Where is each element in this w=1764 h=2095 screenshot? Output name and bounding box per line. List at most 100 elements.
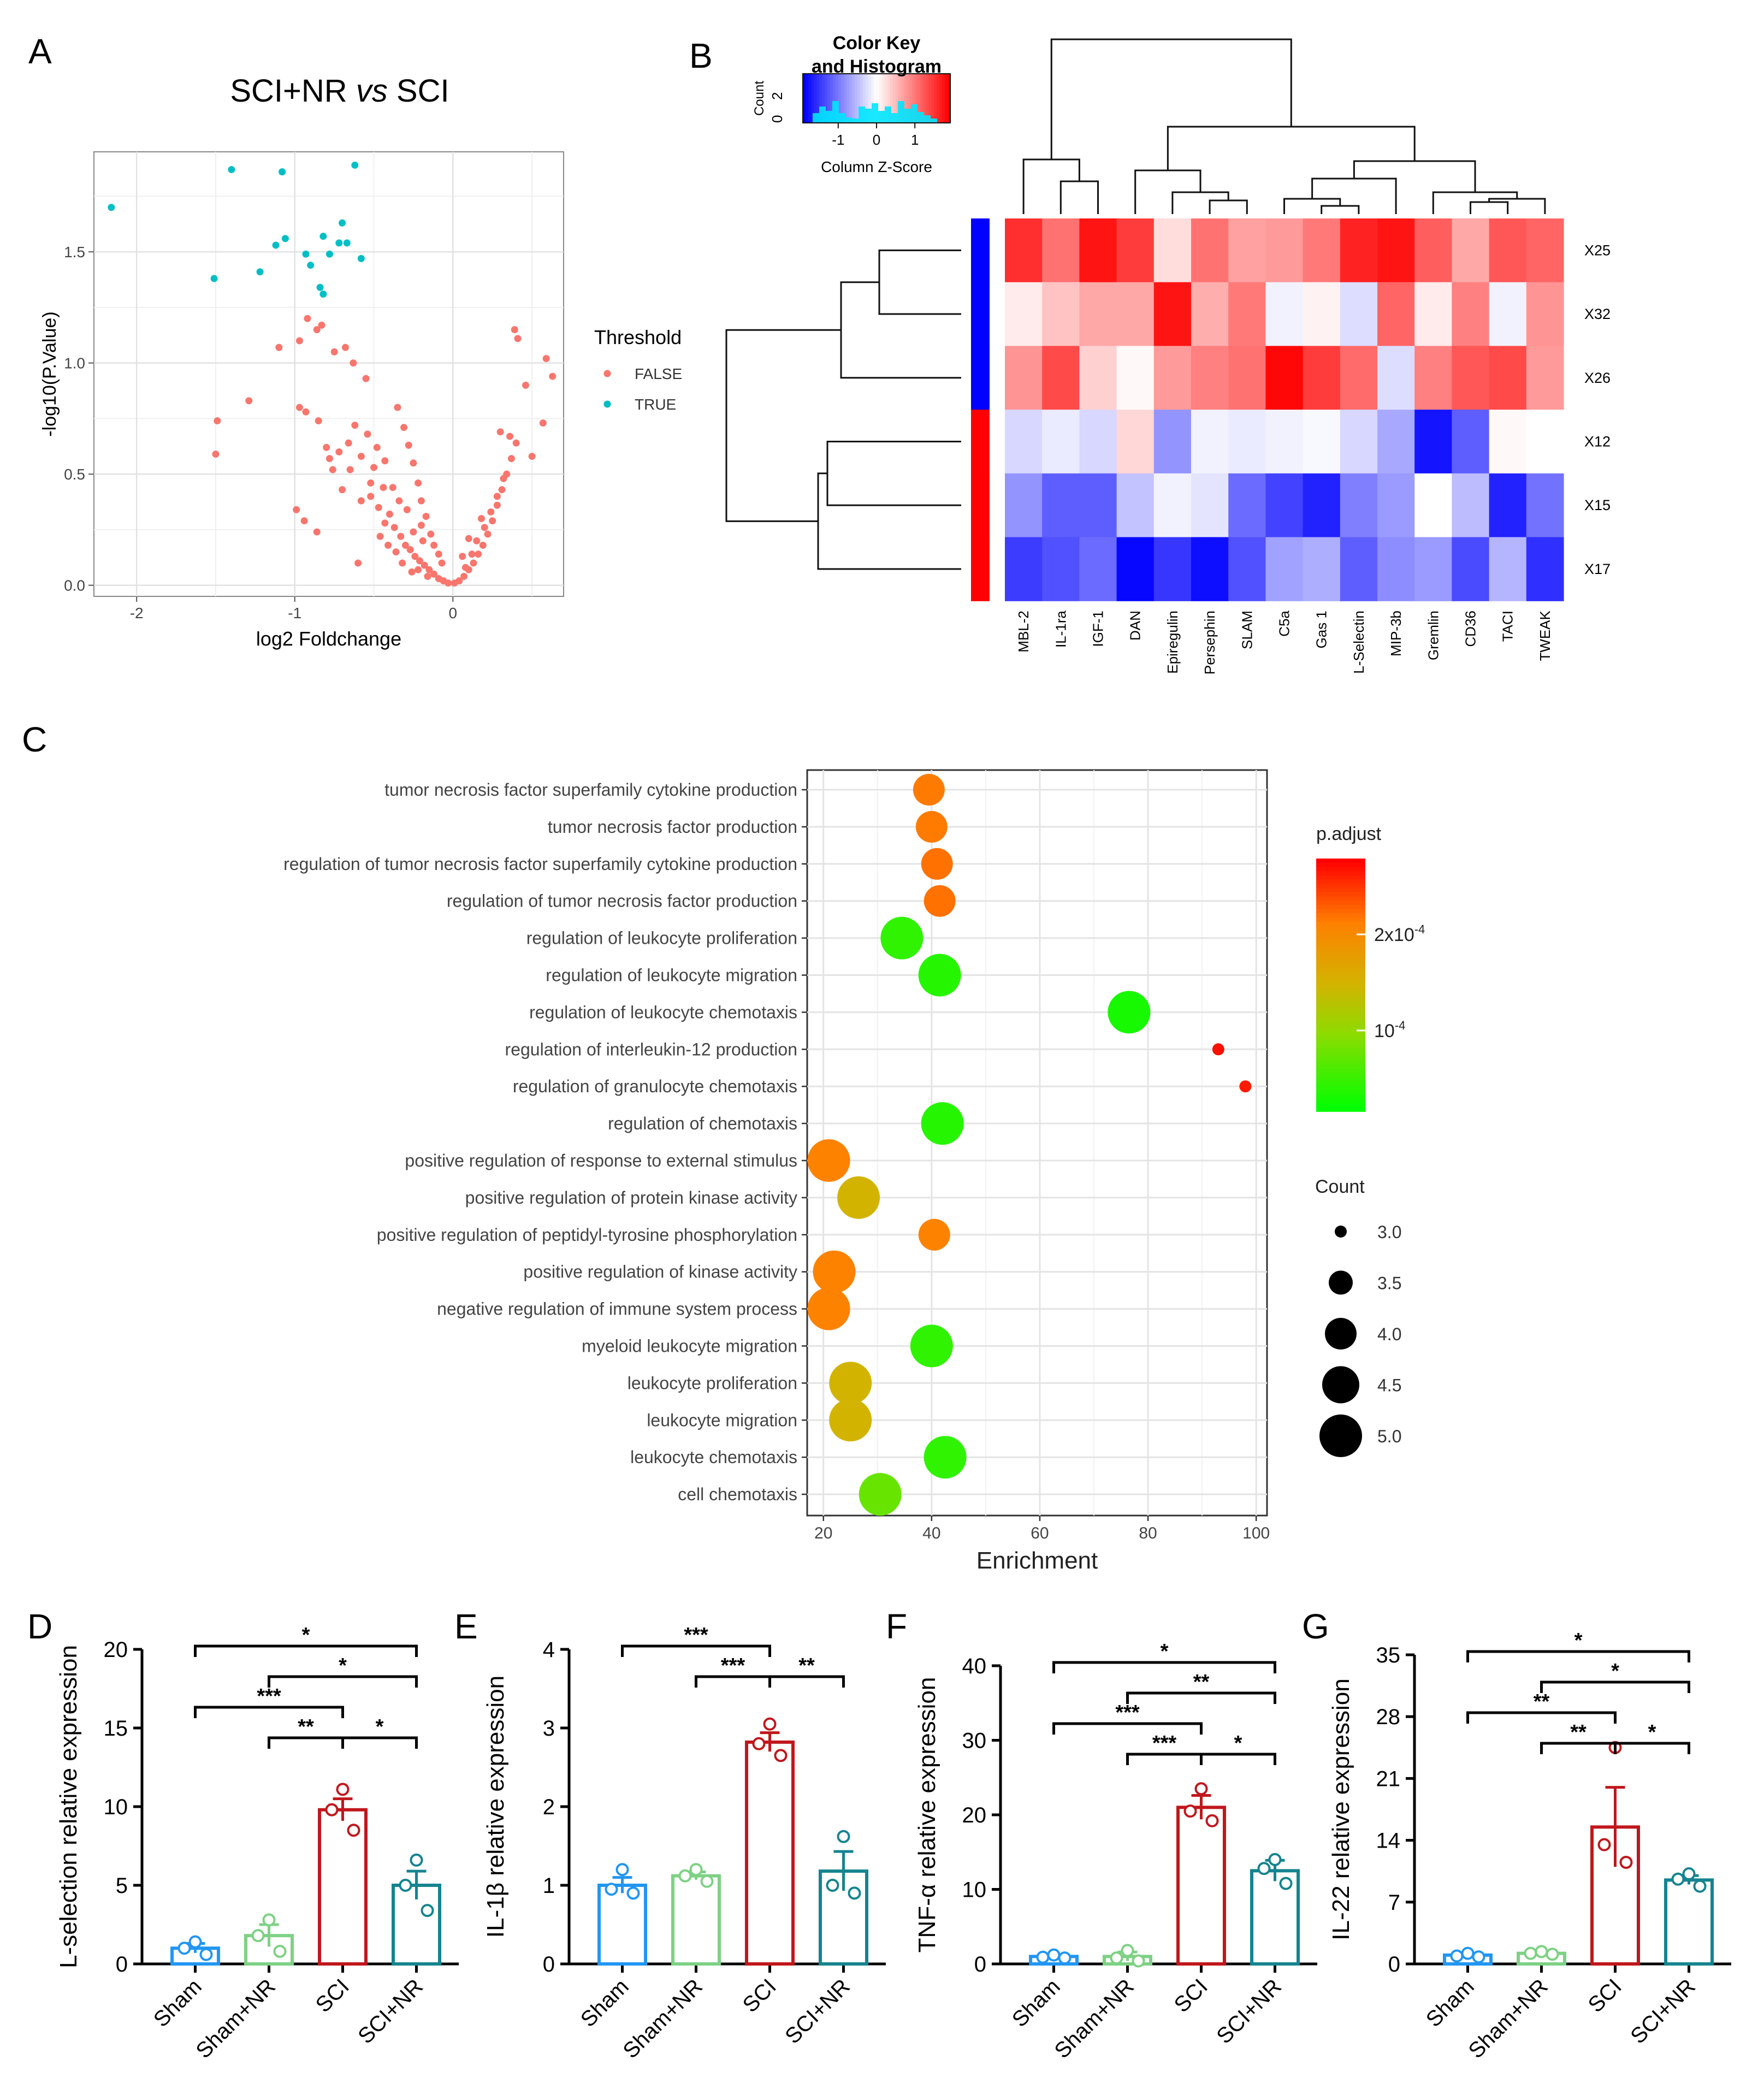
key-gradient-cell bbox=[945, 74, 948, 123]
heatmap-cell bbox=[1005, 218, 1043, 283]
data-point bbox=[678, 1869, 692, 1883]
term-label: tumor necrosis factor production bbox=[548, 817, 797, 837]
y-tick-label: 21 bbox=[1376, 1767, 1401, 1791]
false-point bbox=[346, 466, 354, 474]
key-gradient-cell bbox=[907, 74, 910, 123]
heatmap-cell bbox=[1303, 282, 1341, 346]
heatmap-cell bbox=[1116, 282, 1155, 346]
heatmap-cell bbox=[1116, 218, 1155, 283]
heatmap-cell bbox=[1153, 282, 1192, 346]
data-point bbox=[1121, 1944, 1134, 1957]
false-point bbox=[214, 417, 221, 424]
enrichment-dot bbox=[859, 1473, 902, 1516]
data-point bbox=[826, 1879, 839, 1892]
false-point bbox=[481, 524, 488, 531]
y-tick-label: 0 bbox=[116, 1952, 128, 1976]
key-gradient-cell bbox=[822, 74, 825, 123]
colorbar-cell bbox=[1316, 1052, 1365, 1057]
legend-false-marker bbox=[603, 370, 611, 377]
data-point bbox=[1205, 1814, 1219, 1827]
false-point bbox=[473, 537, 481, 545]
y-tick-label: 4 bbox=[543, 1638, 555, 1662]
enrichment-dot bbox=[1108, 991, 1151, 1034]
y-axis-label: L-selection relative expression bbox=[55, 1645, 82, 1968]
row-group-bar bbox=[971, 282, 990, 346]
data-point bbox=[251, 1929, 265, 1943]
false-point bbox=[455, 577, 463, 585]
significance-bracket bbox=[1540, 1742, 1617, 1754]
key-y-tick-2: 2 bbox=[769, 92, 785, 100]
false-point bbox=[381, 457, 389, 465]
row-dendro bbox=[878, 249, 961, 315]
colorbar-tick-label: 2x10-4 bbox=[1374, 922, 1425, 945]
key-histogram-bar bbox=[865, 109, 872, 123]
false-point bbox=[489, 517, 496, 525]
false-point bbox=[460, 572, 468, 580]
heatmap-cell bbox=[1191, 410, 1229, 474]
data-point bbox=[347, 1824, 360, 1837]
heatmap-cell bbox=[1153, 410, 1192, 474]
key-gradient-cell bbox=[866, 74, 869, 123]
false-point bbox=[330, 348, 338, 356]
key-gradient-cell bbox=[860, 74, 863, 123]
colorbar-cell bbox=[1316, 1044, 1365, 1049]
heatmap-cell bbox=[1116, 410, 1155, 474]
heatmap-cell bbox=[1526, 473, 1564, 538]
enrichment-dot bbox=[880, 916, 924, 960]
size-legend-label: 5.0 bbox=[1377, 1427, 1401, 1446]
data-point bbox=[1461, 1946, 1475, 1960]
column-label: TACI bbox=[1500, 611, 1516, 642]
key-gradient-cell bbox=[898, 74, 902, 123]
category-label: Sham+NR bbox=[191, 1974, 280, 2063]
enrichment-dot bbox=[910, 1324, 953, 1368]
legend-title: Threshold bbox=[594, 326, 682, 348]
colorbar-cell bbox=[1316, 867, 1365, 872]
data-point bbox=[199, 1948, 213, 1961]
true-point bbox=[108, 204, 115, 211]
heatmap-cell bbox=[1377, 473, 1415, 538]
heatmap-cell bbox=[1340, 218, 1378, 283]
term-label: regulation of leukocyte migration bbox=[546, 966, 797, 985]
key-gradient-cell bbox=[917, 74, 921, 123]
heatmap-cell bbox=[1153, 218, 1192, 283]
significance-bracket bbox=[1126, 1691, 1276, 1704]
significance-label: ** bbox=[1193, 1671, 1210, 1694]
heatmap-cell bbox=[1079, 537, 1117, 601]
legend-true-label: TRUE bbox=[635, 396, 676, 413]
column-label: IL-1ra bbox=[1052, 610, 1069, 647]
col-dendro bbox=[1171, 191, 1229, 214]
false-point bbox=[539, 419, 547, 427]
column-label: DAN bbox=[1127, 611, 1144, 641]
data-point bbox=[1535, 1945, 1548, 1958]
heatmap-cell bbox=[1452, 473, 1490, 538]
panel-label-c: C bbox=[22, 720, 47, 759]
colorbar-cell bbox=[1316, 947, 1365, 952]
data-point bbox=[325, 1803, 339, 1816]
legend-true-marker bbox=[603, 400, 611, 408]
size-legend-label: 3.0 bbox=[1377, 1222, 1401, 1242]
heatmap-cell bbox=[1340, 410, 1378, 474]
false-point bbox=[438, 559, 446, 567]
key-gradient-cell bbox=[937, 74, 940, 123]
true-point bbox=[279, 168, 286, 176]
column-label: Gas 1 bbox=[1313, 611, 1330, 648]
col-dendro bbox=[1050, 38, 1292, 159]
key-gradient-cell bbox=[827, 74, 831, 123]
heatmap-cell bbox=[1340, 282, 1378, 346]
key-gradient-cell bbox=[931, 74, 934, 123]
heatmap-cell bbox=[1303, 537, 1341, 601]
false-point bbox=[425, 566, 433, 573]
heatmap-cell bbox=[1452, 537, 1490, 601]
colorbar-cell bbox=[1316, 977, 1365, 981]
enrichment-dot bbox=[1239, 1080, 1252, 1093]
key-x-label: Column Z-Score bbox=[821, 158, 932, 175]
heatmap-cell bbox=[1005, 473, 1043, 538]
column-label: SLAM bbox=[1239, 611, 1255, 649]
y-tick-label: 1 bbox=[543, 1874, 555, 1898]
key-gradient-cell bbox=[816, 74, 820, 123]
colorbar-cell bbox=[1316, 1086, 1365, 1091]
false-point bbox=[511, 326, 518, 334]
data-point bbox=[848, 1886, 861, 1900]
data-point bbox=[615, 1863, 629, 1877]
